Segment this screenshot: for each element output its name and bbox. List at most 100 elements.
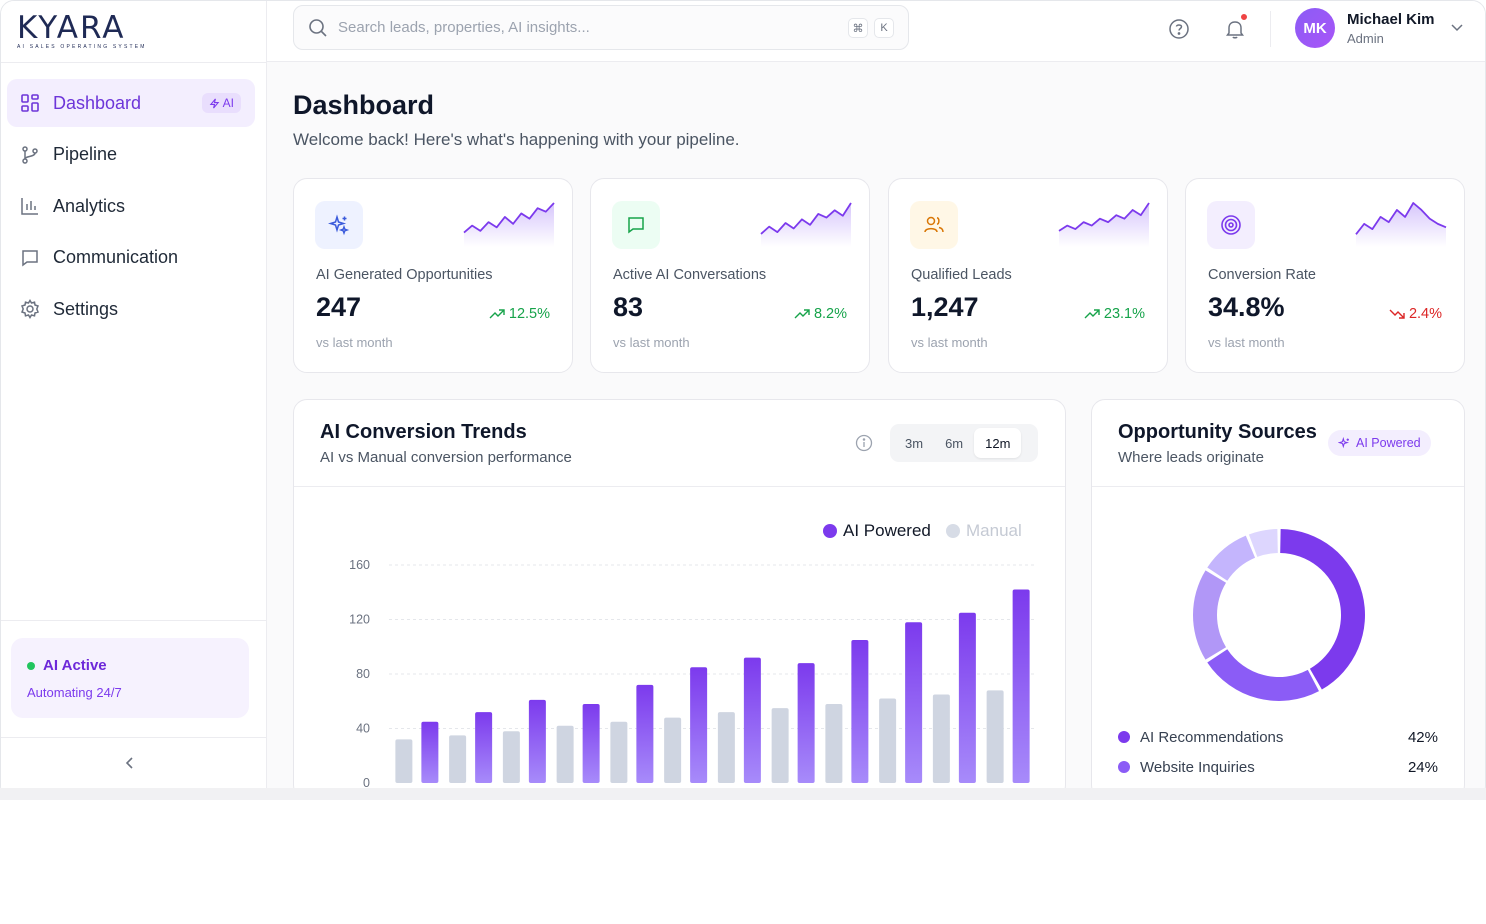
notifications-button[interactable]	[1223, 13, 1248, 41]
y-tick-label: 40	[356, 722, 370, 736]
panel-title: AI Conversion Trends	[320, 421, 527, 443]
bar-ai-powered[interactable]	[905, 622, 923, 783]
stat-label: Active AI Conversations	[613, 267, 767, 283]
bar-manual[interactable]	[556, 725, 574, 783]
sidebar-item-pipeline[interactable]: Pipeline	[7, 131, 255, 179]
sources-donut-chart	[1193, 529, 1365, 701]
bar-ai-powered[interactable]	[851, 639, 869, 783]
legend-label: Manual	[966, 521, 1022, 540]
help-button[interactable]	[1167, 17, 1191, 41]
sidebar-item-label: Communication	[53, 247, 179, 267]
stat-icon-box	[910, 201, 958, 249]
stat-change: 23.1%	[1084, 306, 1145, 322]
panel-divider	[294, 486, 1065, 487]
sparkles-icon	[1338, 436, 1350, 448]
source-swatch	[1118, 731, 1130, 743]
range-tab-3m[interactable]: 3m	[905, 435, 924, 451]
bar-ai-powered[interactable]	[1012, 589, 1030, 783]
ai-powered-label: AI Powered	[1356, 436, 1421, 450]
target-icon	[1221, 215, 1241, 235]
bar-manual[interactable]	[395, 739, 413, 783]
sidebar-item-communication[interactable]: Communication	[7, 234, 255, 282]
sparkline	[1058, 202, 1150, 247]
avatar[interactable]: MK	[1295, 8, 1335, 48]
sparkline-line	[760, 202, 852, 235]
bar-ai-powered[interactable]	[797, 663, 815, 783]
stat-change-value: 23.1%	[1103, 306, 1145, 322]
stat-icon-box	[315, 201, 363, 249]
bar-manual[interactable]	[771, 708, 789, 783]
donut-slice[interactable]	[1207, 649, 1319, 701]
ai-status-subtitle: Automating 24/7	[27, 685, 122, 700]
bar-manual[interactable]	[664, 717, 682, 783]
legend-item-manual[interactable]: Manual	[946, 521, 1022, 541]
sparkline	[760, 202, 852, 247]
stat-card-qualified-leads[interactable]: Qualified Leads 1,247 23.1% vs last mont…	[888, 178, 1168, 373]
sidebar-divider	[1, 62, 267, 63]
range-tab-12m[interactable]: 12m	[974, 428, 1022, 458]
search-input[interactable]	[338, 19, 818, 36]
stat-change: 2.4%	[1389, 306, 1442, 322]
help-circle-icon	[1169, 19, 1189, 39]
bar-manual[interactable]	[502, 731, 520, 783]
source-row[interactable]: Website Inquiries 24%	[1118, 757, 1438, 777]
panel-subtitle: Where leads originate	[1118, 449, 1264, 466]
bar-manual[interactable]	[449, 735, 467, 783]
bar-ai-powered[interactable]	[421, 721, 439, 783]
sidebar-item-label: Pipeline	[53, 144, 118, 164]
stat-change-value: 12.5%	[508, 306, 550, 322]
donut-slice[interactable]	[1248, 529, 1278, 557]
sparkles-icon	[328, 214, 350, 236]
user-role: Admin	[1347, 31, 1384, 46]
stat-change: 8.2%	[794, 306, 847, 322]
search-bar[interactable]: ⌘ K	[293, 5, 909, 50]
stat-footnote: vs last month	[316, 335, 393, 350]
chevron-down-icon[interactable]	[1449, 19, 1465, 35]
source-row[interactable]: AI Recommendations 42%	[1118, 727, 1438, 747]
sidebar: KYARA AI SALES OPERATING SYSTEM Dashboar…	[1, 1, 267, 789]
stat-label: AI Generated Opportunities	[316, 267, 493, 283]
sidebar-item-settings[interactable]: Settings	[7, 285, 255, 333]
sidebar-item-dashboard[interactable]: Dashboard AI	[7, 79, 255, 127]
bar-ai-powered[interactable]	[690, 667, 708, 783]
legend-item-ai-powered[interactable]: AI Powered	[823, 521, 931, 541]
grid-icon	[19, 92, 41, 114]
stat-card-opportunities[interactable]: AI Generated Opportunities 247 12.5% vs …	[293, 178, 573, 373]
conversion-trends-panel: AI Conversion Trends AI vs Manual conver…	[293, 399, 1066, 799]
bar-manual[interactable]	[932, 694, 950, 783]
sidebar-item-label: Settings	[53, 298, 119, 319]
top-header: ⌘ K MK Michael Kim Admin	[267, 1, 1485, 62]
bar-manual[interactable]	[825, 703, 843, 783]
sidebar-item-analytics[interactable]: Analytics	[7, 182, 255, 230]
bar-manual[interactable]	[986, 690, 1004, 783]
range-tab-6m[interactable]: 6m	[945, 435, 964, 451]
status-dot	[27, 661, 35, 670]
stat-value: 247	[316, 292, 362, 322]
bar-manual[interactable]	[879, 698, 897, 783]
sparkline-area	[761, 203, 851, 247]
stat-value: 83	[613, 292, 644, 322]
collapse-sidebar-button[interactable]	[119, 752, 141, 774]
donut-slice[interactable]	[1193, 570, 1227, 660]
bar-ai-powered[interactable]	[582, 703, 600, 783]
brand-tagline: AI SALES OPERATING SYSTEM	[17, 44, 147, 50]
stat-footnote: vs last month	[613, 335, 690, 350]
stat-value: 1,247	[911, 292, 979, 322]
sparkline-line	[463, 202, 555, 234]
bar-ai-powered[interactable]	[743, 657, 761, 783]
bar-ai-powered[interactable]	[958, 612, 976, 783]
page-subtitle: Welcome back! Here's what's happening wi…	[293, 130, 740, 149]
info-icon[interactable]	[855, 434, 873, 452]
brand-logo[interactable]: KYARA AI SALES OPERATING SYSTEM	[17, 13, 147, 53]
bar-manual[interactable]	[610, 721, 628, 783]
bar-chart-icon	[19, 195, 41, 217]
stat-card-conversations[interactable]: Active AI Conversations 83 8.2% vs last …	[590, 178, 870, 373]
user-name[interactable]: Michael Kim	[1347, 11, 1435, 28]
bar-manual[interactable]	[717, 712, 735, 783]
donut-slice[interactable]	[1280, 529, 1365, 690]
stat-card-conversion-rate[interactable]: Conversion Rate 34.8% 2.4% vs last month	[1185, 178, 1465, 373]
bar-ai-powered[interactable]	[528, 699, 546, 783]
bar-ai-powered[interactable]	[636, 684, 654, 783]
donut-slice[interactable]	[1207, 535, 1256, 581]
bar-ai-powered[interactable]	[475, 712, 493, 783]
